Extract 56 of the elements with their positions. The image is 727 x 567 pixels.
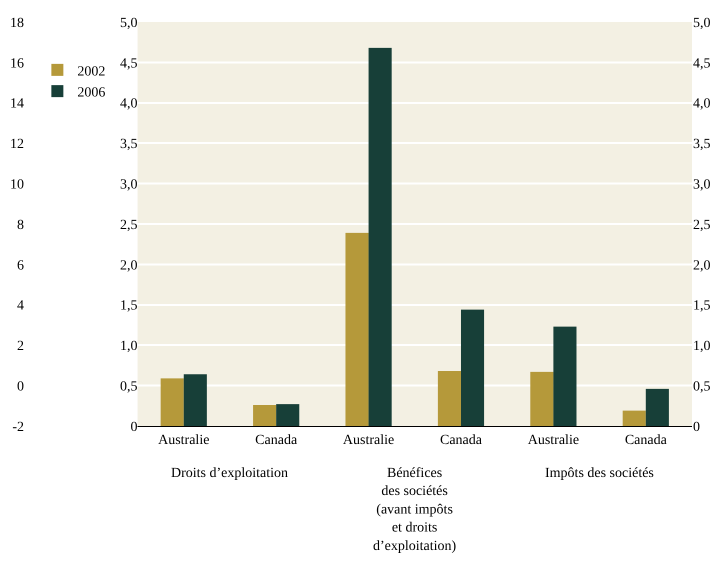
y3-tick-label: -2 xyxy=(12,420,24,435)
y2-tick-label: 3,0 xyxy=(693,178,710,192)
y3-tick-label: 10 xyxy=(10,178,24,192)
bar xyxy=(646,388,669,426)
y3-tick-label: 0 xyxy=(17,380,24,394)
y-tick-label: 0 xyxy=(130,420,138,435)
bar xyxy=(253,404,276,426)
x-tick-label: Australie xyxy=(158,432,210,448)
y-tick-label: 5,0 xyxy=(120,16,138,31)
bar xyxy=(184,374,207,426)
bar xyxy=(345,232,369,426)
y-tick-label: 4,0 xyxy=(120,96,138,112)
bar xyxy=(438,371,461,426)
text: Bénéfices des sociétés (avant impôts et droits d’exploitation) xyxy=(373,466,457,554)
x-tick-label: Australie xyxy=(528,432,580,448)
bar xyxy=(460,310,484,426)
y-tick-label: 4,5 xyxy=(120,56,138,72)
x-tick-label: Canada xyxy=(255,432,298,448)
y2-tick-label: 4,0 xyxy=(693,96,710,112)
text: Impôts des sociétés xyxy=(545,466,654,481)
y2-tick-label: 3,5 xyxy=(693,137,710,152)
y-tick-label: 3,0 xyxy=(120,178,138,192)
y2-tick-label: 1,5 xyxy=(693,298,710,314)
y-tick-label: 3,5 xyxy=(120,137,138,152)
legend-label: 2002 xyxy=(77,64,106,80)
y2-tick-label: 2,0 xyxy=(693,258,710,274)
bar xyxy=(368,48,392,426)
y3-tick-label: 14 xyxy=(10,96,24,112)
bar xyxy=(530,372,554,426)
x-tick-label: Canada xyxy=(440,432,483,448)
y3-tick-label: 6 xyxy=(17,258,24,274)
y2-tick-label: 0,5 xyxy=(693,380,710,394)
x-tick-label: Canada xyxy=(624,432,668,448)
bar xyxy=(553,326,576,426)
y-tick-label: 2,0 xyxy=(120,258,138,274)
y-tick-label: 2,5 xyxy=(120,218,138,233)
y2-tick-label: 0 xyxy=(693,420,700,435)
y2-tick-label: 1,0 xyxy=(693,339,710,354)
y2-tick-label: 5,0 xyxy=(693,16,710,31)
y3-tick-label: 2 xyxy=(17,339,24,354)
y3-tick-label: 16 xyxy=(10,56,24,72)
bar xyxy=(622,410,646,426)
y2-tick-label: 2,5 xyxy=(693,218,710,233)
bar xyxy=(160,378,184,426)
y-tick-label: 1,0 xyxy=(120,339,138,354)
y3-tick-label: 12 xyxy=(10,137,24,152)
x-tick-label: Australie xyxy=(342,432,394,448)
bar xyxy=(276,404,300,426)
y2-tick-label: 4,5 xyxy=(693,56,710,72)
y3-tick-label: 4 xyxy=(17,298,24,314)
y-tick-label: 0,5 xyxy=(120,380,138,394)
legend-label: 2006 xyxy=(77,86,106,101)
y3-tick-label: 18 xyxy=(10,16,24,31)
y-tick-label: 1,5 xyxy=(120,298,138,314)
text: Droits d’exploitation xyxy=(171,466,288,481)
y3-tick-label: 8 xyxy=(17,218,24,233)
